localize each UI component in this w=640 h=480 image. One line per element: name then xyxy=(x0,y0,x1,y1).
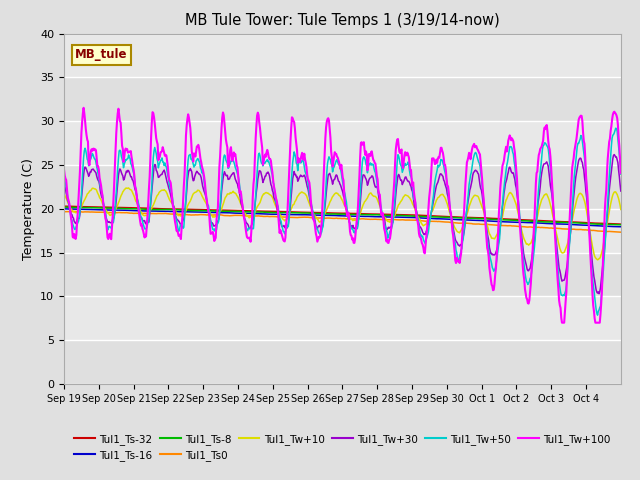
Tul1_Tw+50 xyxy=(228,158,236,164)
Tul1_Tw+100 xyxy=(228,158,236,164)
Tul1_Tw+100 xyxy=(256,125,264,131)
Tul1_Ts-16 xyxy=(255,211,263,216)
Tul1_Ts0 xyxy=(616,229,624,235)
Tul1_Tw+50 xyxy=(617,171,625,177)
Tul1_Tw+50 xyxy=(612,125,620,131)
Line: Tul1_Ts0: Tul1_Ts0 xyxy=(64,212,621,232)
Tul1_Tw+100 xyxy=(60,167,68,172)
Tul1_Ts0 xyxy=(256,213,264,219)
Tul1_Tw+50 xyxy=(594,312,602,318)
Title: MB Tule Tower: Tule Temps 1 (3/19/14-now): MB Tule Tower: Tule Temps 1 (3/19/14-now… xyxy=(185,13,500,28)
Tul1_Tw+30 xyxy=(125,169,133,175)
Tul1_Ts0 xyxy=(71,209,79,215)
Tul1_Tw+100 xyxy=(617,170,625,176)
Y-axis label: Temperature (C): Temperature (C) xyxy=(22,158,35,260)
Tul1_Ts-16 xyxy=(228,210,236,216)
Tul1_Ts-32 xyxy=(255,208,263,214)
Tul1_Tw+50 xyxy=(276,217,284,223)
Bar xyxy=(64,252,621,296)
Tul1_Ts-32 xyxy=(60,204,68,209)
Tul1_Tw+10 xyxy=(125,185,132,191)
Tul1_Ts-8 xyxy=(228,208,236,214)
Tul1_Ts-32 xyxy=(400,212,408,217)
Tul1_Tw+30 xyxy=(60,181,68,187)
Tul1_Ts-32 xyxy=(125,205,133,211)
Bar xyxy=(64,340,621,384)
Tul1_Ts-32 xyxy=(228,207,236,213)
Tul1_Ts-16 xyxy=(431,216,439,222)
Tul1_Ts-8 xyxy=(255,209,263,215)
Line: Tul1_Ts-16: Tul1_Ts-16 xyxy=(64,209,621,227)
Tul1_Ts0 xyxy=(617,229,625,235)
Tul1_Tw+30 xyxy=(595,291,603,297)
Tul1_Tw+30 xyxy=(431,190,439,195)
Tul1_Ts-8 xyxy=(276,210,284,216)
Line: Tul1_Tw+30: Tul1_Tw+30 xyxy=(64,155,621,294)
Tul1_Tw+10 xyxy=(228,189,236,195)
Bar xyxy=(64,165,621,209)
Tul1_Ts0 xyxy=(60,209,68,215)
Tul1_Tw+100 xyxy=(401,152,408,158)
Line: Tul1_Tw+10: Tul1_Tw+10 xyxy=(64,188,621,260)
Tul1_Ts-16 xyxy=(125,207,133,213)
Tul1_Tw+30 xyxy=(617,188,625,194)
Tul1_Ts0 xyxy=(277,214,285,220)
Tul1_Tw+100 xyxy=(432,161,440,167)
Tul1_Ts-8 xyxy=(400,213,408,218)
Tul1_Tw+10 xyxy=(617,206,625,212)
Tul1_Tw+50 xyxy=(125,155,133,161)
Line: Tul1_Ts-32: Tul1_Ts-32 xyxy=(64,206,621,224)
Tul1_Tw+10 xyxy=(277,213,285,218)
Tul1_Ts-32 xyxy=(617,221,625,227)
Line: Tul1_Ts-8: Tul1_Ts-8 xyxy=(64,207,621,225)
Tul1_Tw+30 xyxy=(276,219,284,225)
Tul1_Tw+100 xyxy=(277,229,285,235)
Tul1_Ts-8 xyxy=(431,214,439,220)
Tul1_Tw+10 xyxy=(401,193,408,199)
Tul1_Tw+10 xyxy=(256,200,264,205)
Text: MB_tule: MB_tule xyxy=(75,48,127,61)
Tul1_Ts-32 xyxy=(431,213,439,219)
Tul1_Tw+10 xyxy=(432,200,440,205)
Tul1_Tw+30 xyxy=(228,172,236,178)
Tul1_Tw+50 xyxy=(255,150,263,156)
Tul1_Ts-16 xyxy=(60,206,68,212)
Tul1_Ts0 xyxy=(432,218,440,224)
Tul1_Tw+50 xyxy=(431,179,439,184)
Line: Tul1_Tw+50: Tul1_Tw+50 xyxy=(64,128,621,315)
Tul1_Ts-8 xyxy=(60,204,68,210)
Tul1_Tw+30 xyxy=(255,168,263,174)
Tul1_Tw+100 xyxy=(558,320,566,325)
Tul1_Ts0 xyxy=(228,213,236,218)
Tul1_Tw+100 xyxy=(126,149,134,155)
Tul1_Tw+10 xyxy=(594,257,602,263)
Tul1_Ts-16 xyxy=(617,224,625,229)
Tul1_Tw+50 xyxy=(60,172,68,178)
Tul1_Ts0 xyxy=(401,217,408,223)
Tul1_Ts-8 xyxy=(125,206,133,212)
Tul1_Ts-32 xyxy=(276,209,284,215)
Line: Tul1_Tw+100: Tul1_Tw+100 xyxy=(64,108,621,323)
Tul1_Ts-16 xyxy=(616,224,624,229)
Tul1_Tw+30 xyxy=(400,179,408,184)
Tul1_Ts-8 xyxy=(617,222,625,228)
Legend: Tul1_Ts-32, Tul1_Ts-16, Tul1_Ts-8, Tul1_Ts0, Tul1_Tw+10, Tul1_Tw+30, Tul1_Tw+50,: Tul1_Ts-32, Tul1_Ts-16, Tul1_Ts-8, Tul1_… xyxy=(70,430,614,465)
Tul1_Ts-16 xyxy=(276,211,284,217)
Tul1_Ts-8 xyxy=(616,222,624,228)
Tul1_Ts-16 xyxy=(400,215,408,220)
Bar xyxy=(64,77,621,121)
Tul1_Tw+10 xyxy=(60,191,68,196)
Tul1_Tw+30 xyxy=(611,152,618,157)
Tul1_Tw+100 xyxy=(80,105,88,111)
Tul1_Tw+50 xyxy=(400,165,408,170)
Tul1_Tw+10 xyxy=(126,187,134,192)
Tul1_Ts0 xyxy=(126,210,134,216)
